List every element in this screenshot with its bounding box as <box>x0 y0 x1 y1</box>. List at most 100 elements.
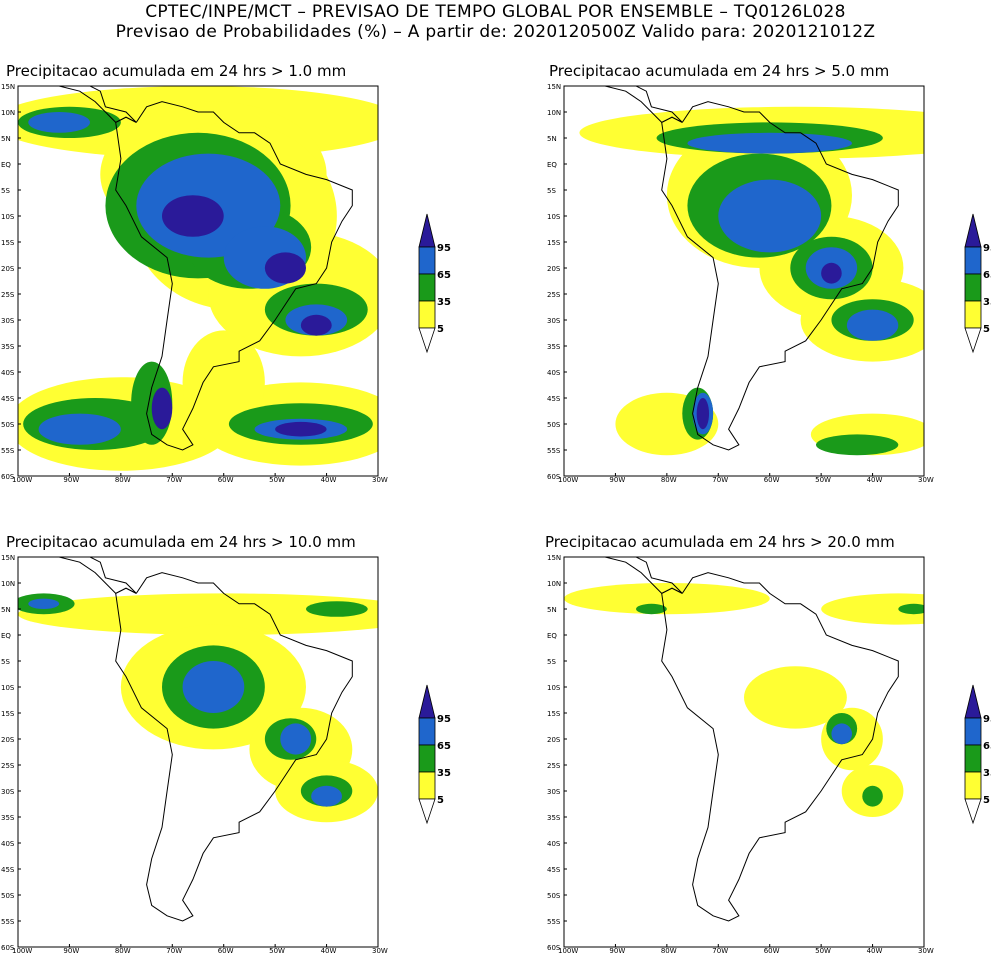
lat-label: 60S <box>1 473 15 481</box>
colorbar-tick-label: 35 <box>983 297 991 308</box>
colorbar-tick-label: 65 <box>437 741 451 752</box>
lat-label: 55S <box>1 918 15 926</box>
lat-label: 30S <box>1 788 15 796</box>
lon-label: 100W <box>558 947 578 953</box>
colorbar-bottom-arrow <box>418 798 436 825</box>
lon-label: 30W <box>918 947 934 953</box>
map-frame <box>17 85 379 477</box>
probability-field <box>18 557 378 922</box>
lat-label: 20S <box>1 265 15 273</box>
lat-label: 10S <box>547 213 561 221</box>
colorbar-tick-label: 35 <box>437 768 451 779</box>
lat-label: 15N <box>1 554 15 562</box>
coastline-south-america <box>661 101 899 451</box>
lat-label: 60S <box>547 944 561 952</box>
lon-label: 70W <box>166 476 182 482</box>
probability-field <box>564 557 924 922</box>
lat-label: 10N <box>1 580 15 588</box>
lon-label: 60W <box>218 947 234 953</box>
lat-label: 15S <box>1 710 15 718</box>
colorbar-bottom-arrow <box>964 327 982 354</box>
colorbar-top-arrow <box>964 684 982 719</box>
lon-label: 40W <box>867 947 883 953</box>
colorbar-tick-label: 5 <box>437 324 444 335</box>
lat-label: 20S <box>547 265 561 273</box>
coastline-central-america <box>18 557 137 595</box>
coastline-south-america <box>115 572 353 922</box>
panel-4-title: Precipitacao acumulada em 24 hrs > 20.0 … <box>545 533 895 551</box>
colorbar-band-5 <box>964 771 982 800</box>
map-panel-1: 15N 10N 5N EQ 5S 10S 15S 20S 25S 30S 35S 40S 45S 50S 5… <box>1 83 388 482</box>
prob-35-area <box>816 434 899 456</box>
lon-label: 100W <box>12 947 32 953</box>
lat-label: 15N <box>547 554 561 562</box>
colorbar-band-35 <box>964 744 982 773</box>
lon-label: 80W <box>661 947 677 953</box>
lon-label: 50W <box>269 476 285 482</box>
prob-5-area <box>821 593 924 625</box>
colorbar-3: 5 35 65 95 <box>418 684 451 825</box>
prob-65-area <box>28 112 90 133</box>
colorbar-bottom-arrow <box>418 327 436 354</box>
coastline-south-america <box>115 101 353 451</box>
prob-95-area <box>264 252 306 284</box>
colorbar-band-35 <box>964 273 982 302</box>
lat-label: 15S <box>547 710 561 718</box>
lat-label: 50S <box>547 892 561 900</box>
colorbar-band-35 <box>418 744 436 773</box>
colorbar-band-65 <box>418 246 436 275</box>
lat-label: 30S <box>547 788 561 796</box>
map-panel-3: 15N 10N 5N EQ 5S 10S 15S 20S 25S 30S 35S 40S 45S 50S 5… <box>1 554 388 953</box>
lat-label: 5S <box>547 658 556 666</box>
prob-95-area <box>162 195 224 237</box>
lat-label: 25S <box>547 291 561 299</box>
lat-label: EQ <box>1 161 11 169</box>
lat-label: 5N <box>1 606 11 614</box>
lon-label: 30W <box>372 476 388 482</box>
lat-label: 15S <box>547 239 561 247</box>
lat-label: 35S <box>547 814 561 822</box>
lon-label: 80W <box>115 476 131 482</box>
colorbar-tick-label: 5 <box>983 324 990 335</box>
colorbar-tick-label: 65 <box>437 270 451 281</box>
lat-label: 5S <box>547 187 556 195</box>
colorbar-top-arrow <box>418 213 436 248</box>
lat-label: 15N <box>1 83 15 91</box>
lat-label: 10S <box>1 213 15 221</box>
lat-label: 10S <box>547 684 561 692</box>
lon-label: 40W <box>321 476 337 482</box>
lat-label: 45S <box>1 395 15 403</box>
prob-35-area <box>862 785 883 807</box>
lat-label: 15S <box>1 239 15 247</box>
prob-65-area <box>846 309 899 341</box>
lat-label: 45S <box>547 866 561 874</box>
colorbar-tick-label: 95 <box>437 243 451 254</box>
colorbar-tick-label: 35 <box>437 297 451 308</box>
colorbar-tick-label: 65 <box>983 270 991 281</box>
map-panel-2: 15N 10N 5N EQ 5S 10S 15S 20S 25S 30S 35S 40S 45S 50S 5… <box>547 83 934 482</box>
lon-label: 40W <box>321 947 337 953</box>
prob-35-area <box>306 601 368 617</box>
prob-65-area <box>831 723 852 745</box>
colorbar-band-65 <box>418 717 436 746</box>
lat-label: 5N <box>1 135 11 143</box>
colorbar-band-5 <box>418 300 436 329</box>
lat-label: 25S <box>1 291 15 299</box>
lat-label: 40S <box>547 840 561 848</box>
lon-label: 40W <box>867 476 883 482</box>
lat-label: 50S <box>1 421 15 429</box>
prob-5-area <box>182 330 265 435</box>
colorbar-band-35 <box>418 273 436 302</box>
lat-label: 20S <box>1 736 15 744</box>
prob-95-area <box>275 421 327 437</box>
colorbar-tick-label: 35 <box>983 768 991 779</box>
colorbar-tick-label: 65 <box>983 741 991 752</box>
lon-label: 90W <box>609 476 625 482</box>
lat-label: 5S <box>1 658 10 666</box>
prob-65-area <box>38 413 121 445</box>
lon-label: 90W <box>63 476 79 482</box>
colorbar-tick-label: 95 <box>437 714 451 725</box>
lat-label: 55S <box>547 447 561 455</box>
prob-65-area <box>182 661 245 713</box>
map-frame <box>563 85 925 477</box>
